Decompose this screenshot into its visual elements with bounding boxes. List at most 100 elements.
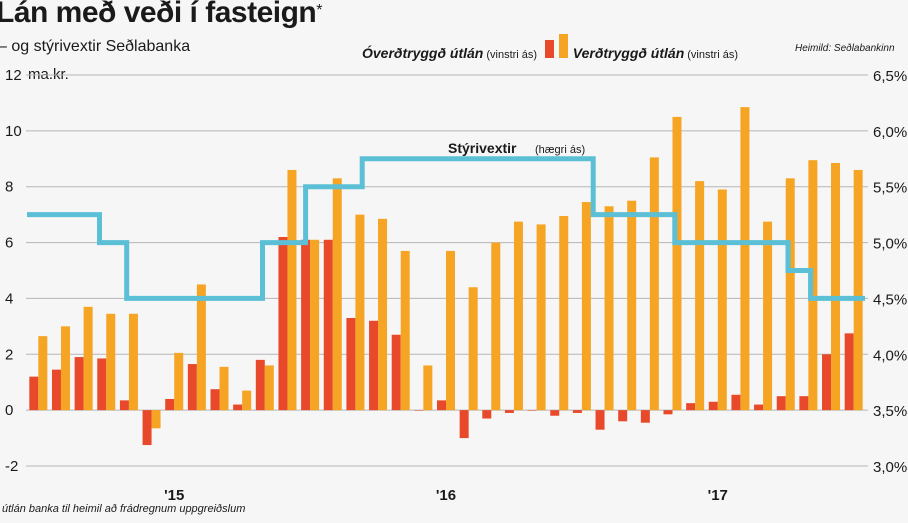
- bar-overdtryggd: [844, 333, 854, 411]
- bar-verdtryggd: [287, 169, 297, 411]
- bar-overdtryggd: [822, 354, 832, 411]
- bar-overdtryggd: [459, 410, 469, 439]
- bar-overdtryggd: [74, 357, 84, 411]
- chart-title: Lán með veði í fasteign*: [0, 0, 322, 29]
- bar-overdtryggd: [255, 359, 265, 411]
- policy-rate-path: [27, 156, 865, 301]
- bar-overdtryggd: [346, 317, 356, 411]
- chart-subtitle: – og stýrivextir Seðlabanka: [0, 38, 191, 55]
- bar-overdtryggd: [233, 404, 243, 411]
- legend-label-verdtryggd: Verðtryggð útlán: [572, 45, 685, 61]
- right-tick-label: 6,5%: [873, 68, 907, 85]
- right-tick-label: 4,5%: [873, 291, 907, 308]
- bar-verdtryggd: [174, 352, 184, 411]
- legend: Óverðtryggð útlán (vinstri ás) Verðtrygg…: [362, 34, 742, 61]
- bar-overdtryggd: [97, 358, 107, 411]
- bar-overdtryggd: [663, 410, 673, 415]
- bar-verdtryggd: [649, 157, 659, 411]
- left-tick-label: 0: [5, 402, 13, 419]
- legend-item-overdtryggd: Óverðtryggð útlán (vinstri ás): [362, 45, 537, 61]
- bar-verdtryggd: [83, 306, 93, 411]
- bar-overdtryggd: [323, 239, 333, 411]
- left-tick-label: 2: [5, 346, 13, 363]
- bar-verdtryggd: [491, 242, 501, 411]
- bar-verdtryggd: [559, 216, 569, 411]
- right-tick-label: 5,5%: [873, 180, 907, 197]
- bar-verdtryggd: [400, 250, 410, 411]
- bar-verdtryggd: [785, 178, 795, 411]
- bar-verdtryggd: [128, 313, 138, 411]
- bar-verdtryggd: [672, 116, 682, 411]
- title-asterisk: *: [316, 2, 322, 19]
- legend-swatch-orange: [558, 34, 568, 58]
- bar-overdtryggd: [686, 403, 696, 411]
- legend-note-verdtryggd: (vinstri ás): [687, 49, 738, 61]
- x-tick-label: '17: [708, 487, 728, 504]
- bar-overdtryggd: [142, 410, 152, 446]
- bar-verdtryggd: [604, 206, 614, 411]
- right-tick-label: 4,0%: [873, 347, 907, 364]
- bar-overdtryggd: [391, 334, 401, 411]
- bar-overdtryggd: [708, 401, 718, 411]
- bar-overdtryggd: [572, 410, 582, 413]
- bar-verdtryggd: [717, 189, 727, 411]
- left-tick-label: 10: [5, 123, 22, 140]
- bar-verdtryggd: [763, 221, 773, 411]
- bar-verdtryggd: [853, 169, 863, 411]
- bar-overdtryggd: [119, 400, 129, 411]
- bar-verdtryggd: [310, 239, 320, 411]
- policy-rate-line: [27, 156, 865, 301]
- bar-verdtryggd: [581, 202, 591, 411]
- bar-overdtryggd: [640, 410, 650, 423]
- right-tick-label: 5,0%: [873, 236, 907, 253]
- legend-note-overdtryggd: (vinstri ás): [486, 49, 538, 61]
- policy-rate-label: Stýrivextir: [448, 140, 517, 156]
- bar-verdtryggd: [740, 107, 750, 411]
- bar-verdtryggd: [627, 200, 637, 411]
- bar-verdtryggd: [38, 336, 48, 411]
- bar-verdtryggd: [242, 390, 252, 411]
- bar-verdtryggd: [536, 224, 546, 411]
- bar-overdtryggd: [504, 410, 514, 413]
- axis-labels: -2 0 2 4 6 8 10 12 3,0% 3,5% 4,0% 4,5% 5,0% 5,5% 6,0% 6…: [5, 67, 907, 504]
- left-tick-label: 4: [5, 290, 13, 307]
- bar-overdtryggd: [550, 410, 560, 416]
- bar-verdtryggd: [106, 313, 116, 411]
- bar-overdtryggd: [51, 369, 61, 411]
- left-tick-label: -2: [5, 458, 18, 475]
- bar-verdtryggd: [264, 365, 274, 411]
- bar-overdtryggd: [369, 320, 379, 411]
- bar-overdtryggd: [799, 396, 809, 411]
- bar-verdtryggd: [60, 326, 70, 411]
- bar-verdtryggd: [446, 250, 455, 411]
- bar-verdtryggd: [513, 221, 523, 411]
- bar-verdtryggd: [423, 365, 433, 411]
- bar-verdtryggd: [695, 181, 705, 411]
- left-tick-label: 8: [5, 179, 13, 196]
- policy-rate-label-note: (hægri ás): [535, 144, 585, 156]
- bar-overdtryggd: [301, 239, 311, 411]
- right-tick-label: 3,5%: [873, 403, 907, 420]
- bar-overdtryggd: [482, 410, 492, 419]
- left-tick-label: 12: [5, 67, 22, 84]
- legend-label-overdtryggd: Óverðtryggð útlán: [362, 45, 484, 61]
- bar-verdtryggd: [196, 284, 206, 411]
- left-tick-label: 6: [5, 235, 13, 252]
- bar-overdtryggd: [187, 364, 197, 411]
- bar-overdtryggd: [29, 376, 39, 411]
- bar-verdtryggd: [378, 218, 388, 411]
- bar-overdtryggd: [731, 394, 741, 411]
- bar-verdtryggd: [831, 162, 841, 411]
- bar-overdtryggd: [595, 410, 605, 430]
- bar-overdtryggd: [437, 400, 446, 411]
- bar-overdtryggd: [210, 389, 220, 411]
- x-tick-label: '16: [436, 487, 456, 504]
- bar-verdtryggd: [151, 410, 161, 429]
- bar-overdtryggd: [754, 404, 764, 411]
- footnote: útlán banka til heimil að frádregnum upp…: [2, 503, 246, 515]
- bar-overdtryggd: [278, 236, 288, 411]
- source-note: Heimild: Seðlabankinn: [795, 43, 895, 54]
- bar-verdtryggd: [355, 214, 365, 411]
- legend-swatch-red: [544, 40, 554, 58]
